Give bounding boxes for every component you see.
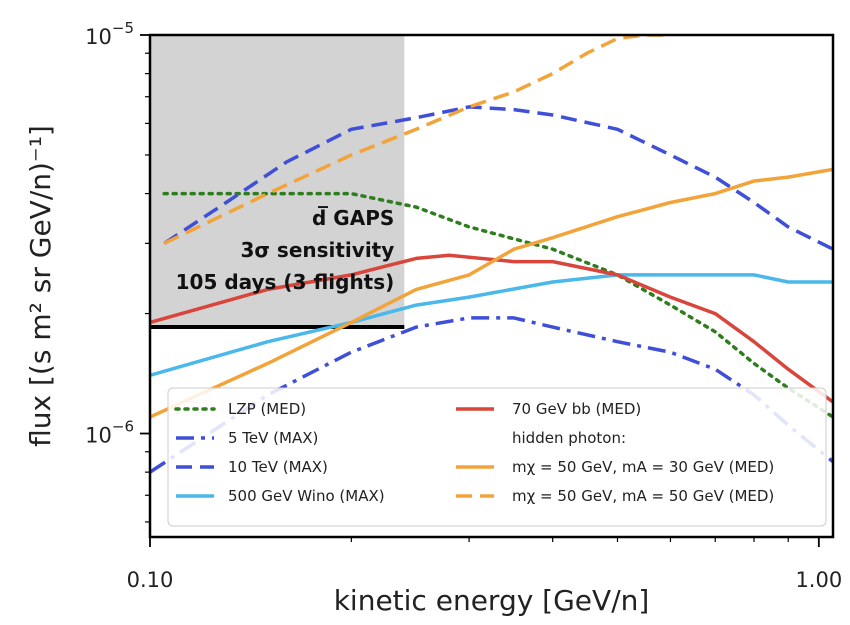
- series-line-70gev: [150, 253, 833, 404]
- legend-label-5tev: 5 TeV (MAX): [228, 429, 318, 447]
- legend-label-hp50: mχ = 50 GeV, mA = 50 GeV (MED): [512, 487, 774, 505]
- series-line-hp30: [150, 167, 833, 419]
- series-line-10tev: [163, 105, 833, 251]
- legend-label-hp30: mχ = 50 GeV, mA = 30 GeV (MED): [512, 458, 774, 476]
- legend-label-10tev: 10 TeV (MAX): [228, 458, 328, 476]
- annotation-line-2: 3σ sensitivity: [240, 238, 394, 262]
- legend-label-lzp: LZP (MED): [228, 400, 306, 418]
- y-axis-label: flux [(s m² sr GeV/n)⁻¹]: [24, 125, 57, 447]
- series-line-lzp: [162, 191, 833, 419]
- legend-label-70gev: 70 GeV bb (MED): [512, 400, 641, 418]
- x-tick-label: 0.10: [127, 568, 174, 592]
- y-tick-label: 10−6: [85, 418, 134, 448]
- legend-label-hidden-photon: hidden photon:: [512, 429, 626, 447]
- annotation-line-3: 105 days (3 flights): [176, 270, 395, 294]
- annotation-line-1: d̅ GAPS: [312, 206, 394, 230]
- plot-frame: [148, 33, 835, 539]
- sensitivity-region: [150, 35, 405, 328]
- x-tick-label: 1.00: [795, 568, 842, 592]
- x-axis-label: kinetic energy [GeV/n]: [334, 584, 650, 617]
- series-line-wino: [150, 273, 833, 377]
- y-tick-label: 10−5: [85, 19, 134, 49]
- series-line-hp50: [163, 35, 671, 245]
- legend-box: [167, 387, 827, 527]
- legend-label-wino: 500 GeV Wino (MAX): [228, 487, 385, 505]
